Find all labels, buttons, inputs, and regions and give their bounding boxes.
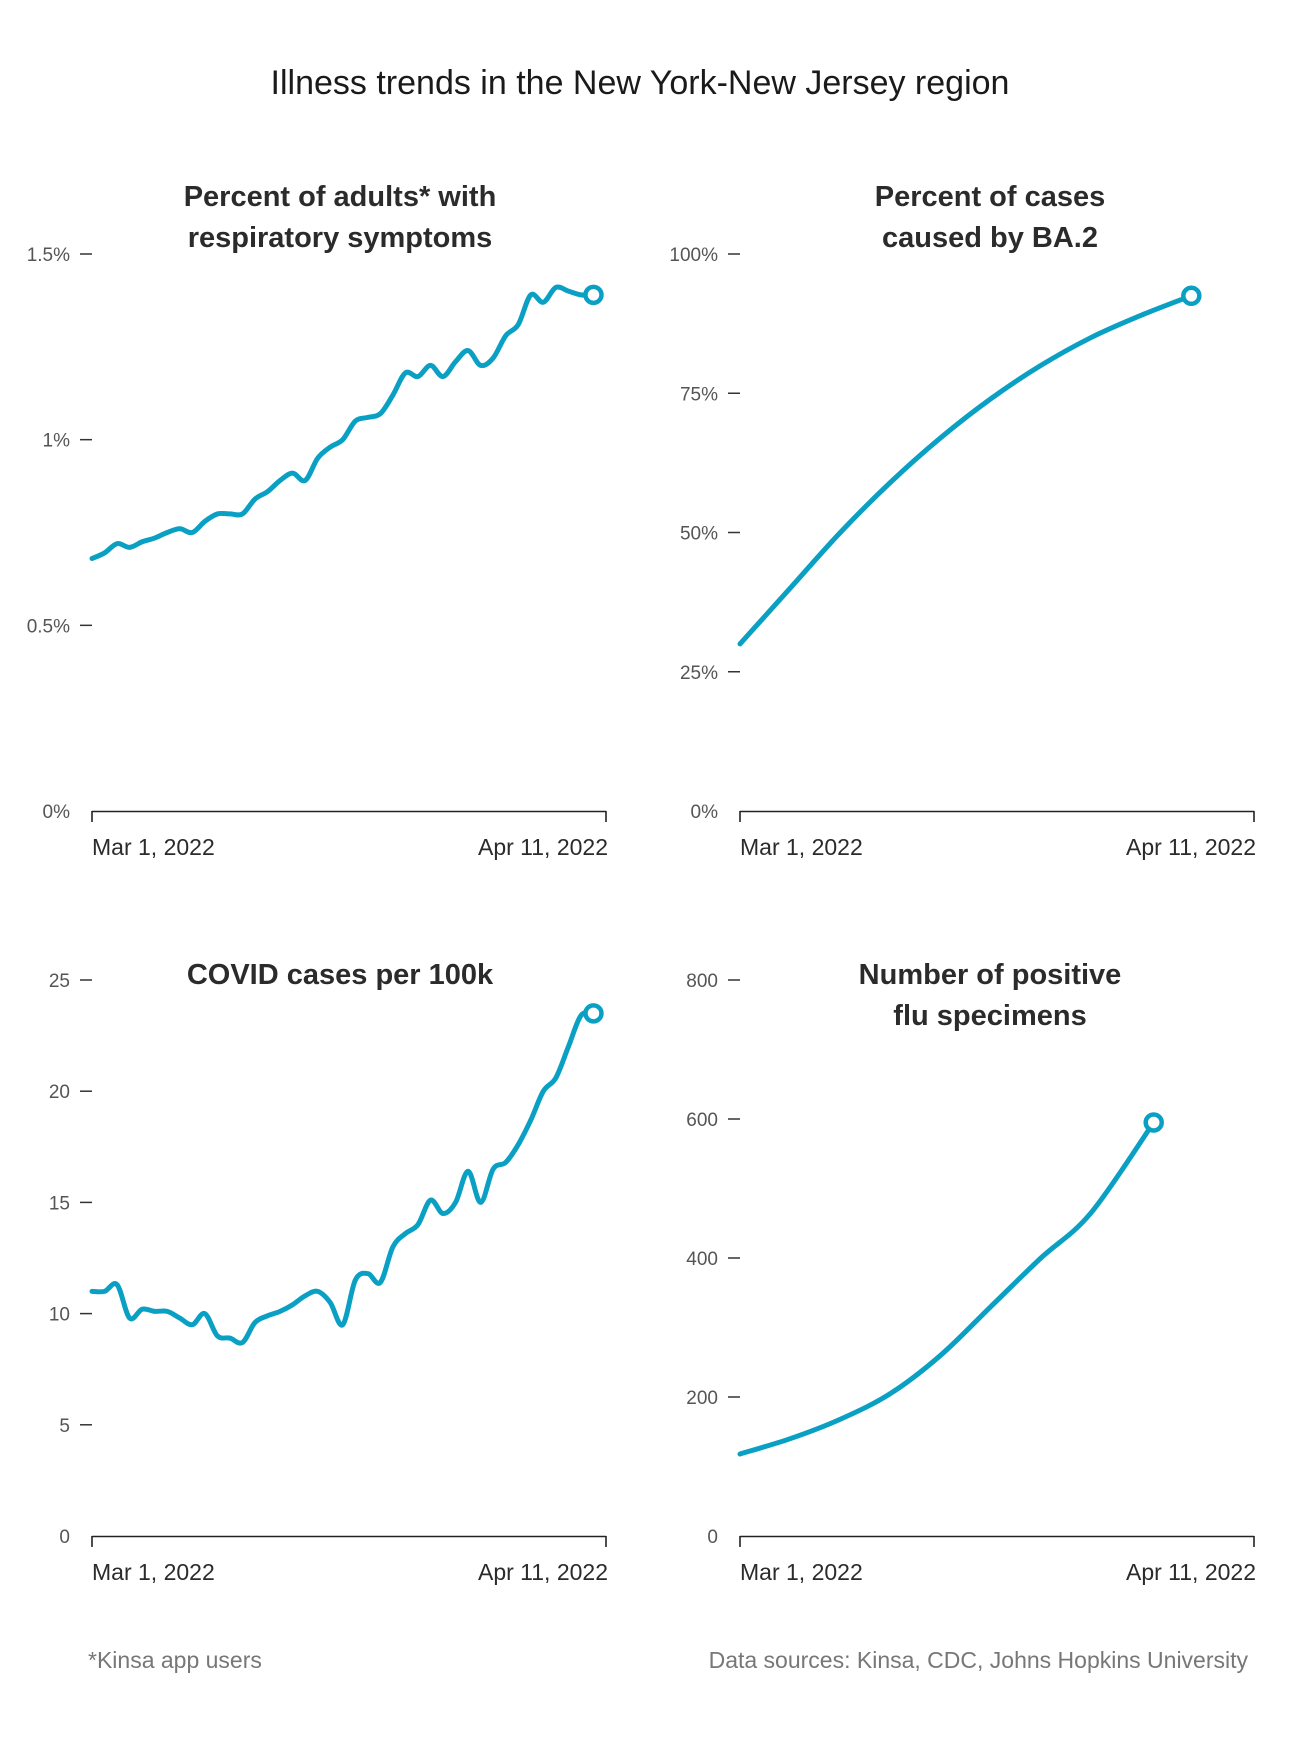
footnote: *Kinsa app users [88,1647,262,1673]
x-end-label: Apr 11, 2022 [478,834,608,860]
y-tick-label: 5 [59,1416,70,1437]
chart-4-title-line-2: flu specimens [893,1000,1086,1032]
end-point-marker [583,1003,604,1024]
chart-1: Percent of adults* with respiratory sympt… [27,181,608,860]
x-start-label: Mar 1, 2022 [740,834,863,860]
y-tick-label: 0.5% [27,616,70,637]
y-tick-label: 0 [59,1527,70,1548]
x-start-label: Mar 1, 2022 [740,1559,863,1585]
x-start-label: Mar 1, 2022 [92,834,215,860]
y-tick-label: 50% [680,524,718,545]
y-tick-label: 0% [43,802,71,823]
chart-4: Number of positive flu specimens 0 200 400 60… [686,959,1256,1585]
end-point-marker [1143,1112,1164,1133]
series-line [737,1119,1157,1457]
y-tick-label: 15 [49,1193,70,1214]
y-tick-label: 0% [691,802,719,823]
y-tick-label: 1.5% [27,245,70,266]
x-end-label: Apr 11, 2022 [1126,1559,1256,1585]
data-sources: Data sources: Kinsa, CDC, Johns Hopkins … [709,1647,1249,1673]
chart-2-title-line-1: Percent of cases [875,181,1106,213]
y-tick-label: 600 [686,1110,718,1131]
chart-3-title-line-1: COVID cases per 100k [187,959,494,991]
y-tick-label: 400 [686,1249,718,1270]
y-tick-label: 0 [707,1527,718,1548]
end-point-marker [583,284,604,306]
end-point-marker [1181,285,1202,307]
chart-1-title-line-2: respiratory symptoms [188,222,493,254]
y-tick-label: 25% [680,663,718,684]
x-end-label: Apr 11, 2022 [478,1559,608,1585]
series-line [89,1010,596,1346]
x-end-label: Apr 11, 2022 [1126,834,1256,860]
chart-3: COVID cases per 100k 0 5 10 15 20 25 Mar 1, 202… [49,959,608,1585]
chart-2-title-line-2: caused by BA.2 [882,222,1098,254]
y-tick-label: 75% [680,384,718,405]
x-start-label: Mar 1, 2022 [92,1559,215,1585]
chart-4-title-line-1: Number of positive [859,959,1122,991]
y-tick-label: 800 [686,971,718,992]
y-tick-label: 200 [686,1388,718,1409]
chart-1-title-line-1: Percent of adults* with [184,181,497,213]
y-tick-label: 25 [49,971,70,992]
y-tick-label: 1% [43,431,71,452]
main-title: Illness trends in the New York-New Jerse… [271,64,1010,102]
y-tick-label: 20 [49,1082,70,1103]
charts-container: Percent of adults* with respiratory sympt… [27,181,1256,1585]
y-tick-label: 100% [669,245,718,266]
y-tick-label: 10 [49,1305,70,1326]
series-line [89,284,596,561]
chart-2: Percent of cases caused by BA.2 0% 25% 50% 75… [669,181,1256,860]
series-line [737,293,1194,647]
